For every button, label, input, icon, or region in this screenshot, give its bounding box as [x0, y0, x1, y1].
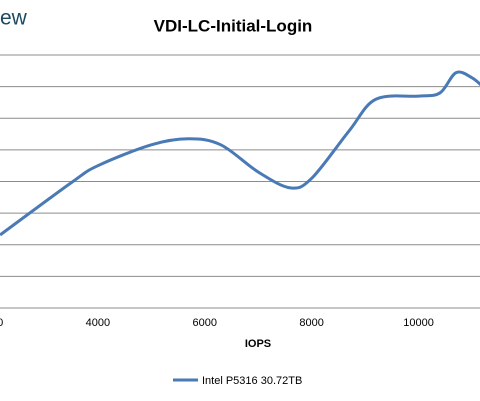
x-tick-label: 2000 [0, 317, 3, 329]
x-tick-label: 6000 [193, 317, 217, 329]
x-tick-label: 10000 [403, 317, 434, 329]
legend-label: Intel P5316 30.72TB [202, 375, 302, 387]
x-axis-label: IOPS [245, 338, 271, 350]
chart-title: VDI-LC-Initial-Login [154, 16, 313, 35]
logo: ew [0, 7, 28, 30]
x-tick-label: 8000 [299, 317, 323, 329]
x-tick-label: 4000 [86, 317, 110, 329]
data-line [0, 70, 480, 237]
